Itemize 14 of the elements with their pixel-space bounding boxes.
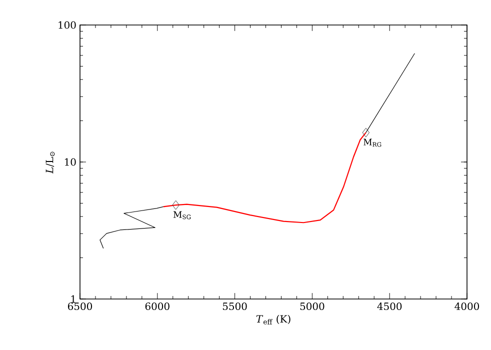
y-tick-label: 1: [71, 295, 76, 303]
x-tick-label: 6500: [68, 302, 92, 310]
line-series: [100, 206, 164, 249]
x-tick-label: 5500: [222, 302, 247, 310]
x-tick-label: 4000: [454, 302, 480, 310]
annotation: M$_{SG}$: [173, 211, 191, 220]
annotation: M$_{RG}$: [364, 138, 382, 147]
y-tick-label: 100: [58, 21, 76, 29]
x-tick-label: 4500: [377, 302, 402, 310]
y-tick-label: 10: [65, 158, 76, 166]
y-axis-title: L/L$_{⊙}$: [46, 152, 55, 174]
x-axis-title: T$_{eff}$ (K): [256, 314, 290, 324]
x-tick-label: 6000: [145, 302, 170, 310]
x-tick-label: 5000: [300, 302, 324, 310]
